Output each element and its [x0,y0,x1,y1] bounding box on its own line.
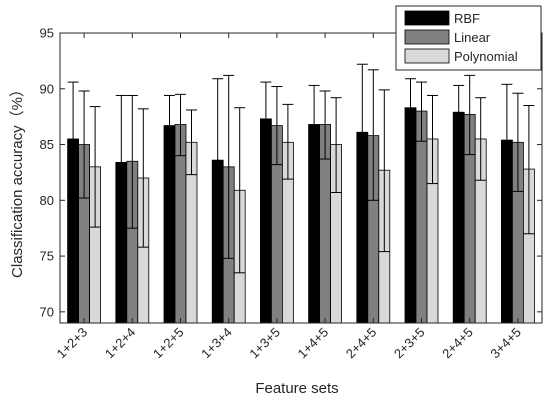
bar-linear-8 [415,110,428,324]
x-tick-label: 1+4+5 [295,325,332,362]
x-axis-title: Feature sets [255,380,338,397]
x-tick-label: 3+4+5 [487,325,524,362]
y-tick-label: 90 [40,81,54,96]
bar-rbf-8 [404,107,417,324]
legend-swatch-linear [404,29,450,45]
legend-swatch-rbf [404,10,450,26]
x-tick-label: 2+4+5 [343,325,380,362]
y-tick-label: 80 [40,193,54,208]
x-tick-label: 1+3+5 [246,325,283,362]
x-tick-label: 1+2+4 [102,325,139,362]
y-axis-title: Classification accuracy（%） [9,82,26,278]
bar-rbf-3 [163,125,176,324]
y-tick-label: 75 [40,249,54,264]
x-tick-label: 2+3+5 [391,325,428,362]
legend-label-linear: Linear [454,30,491,45]
error-bar-group [67,63,535,274]
x-tick-label: 2+4+5 [439,325,476,362]
x-tick-label: 1+2+3 [54,325,91,362]
legend-label-rbf: RBF [454,11,480,26]
axes-frame [59,32,543,324]
bar-rbf-9 [452,111,465,324]
legend-swatch-polynomial [404,48,450,64]
y-tick-label: 95 [40,26,54,41]
x-tick-label: 1+3+4 [198,325,235,362]
y-tick-label: 85 [40,137,54,152]
legend: RBF Linear Polynomial [395,5,542,71]
y-tick-label: 70 [40,304,54,319]
x-tick-label: 1+2+5 [150,325,187,362]
legend-label-polynomial: Polynomial [454,49,518,64]
